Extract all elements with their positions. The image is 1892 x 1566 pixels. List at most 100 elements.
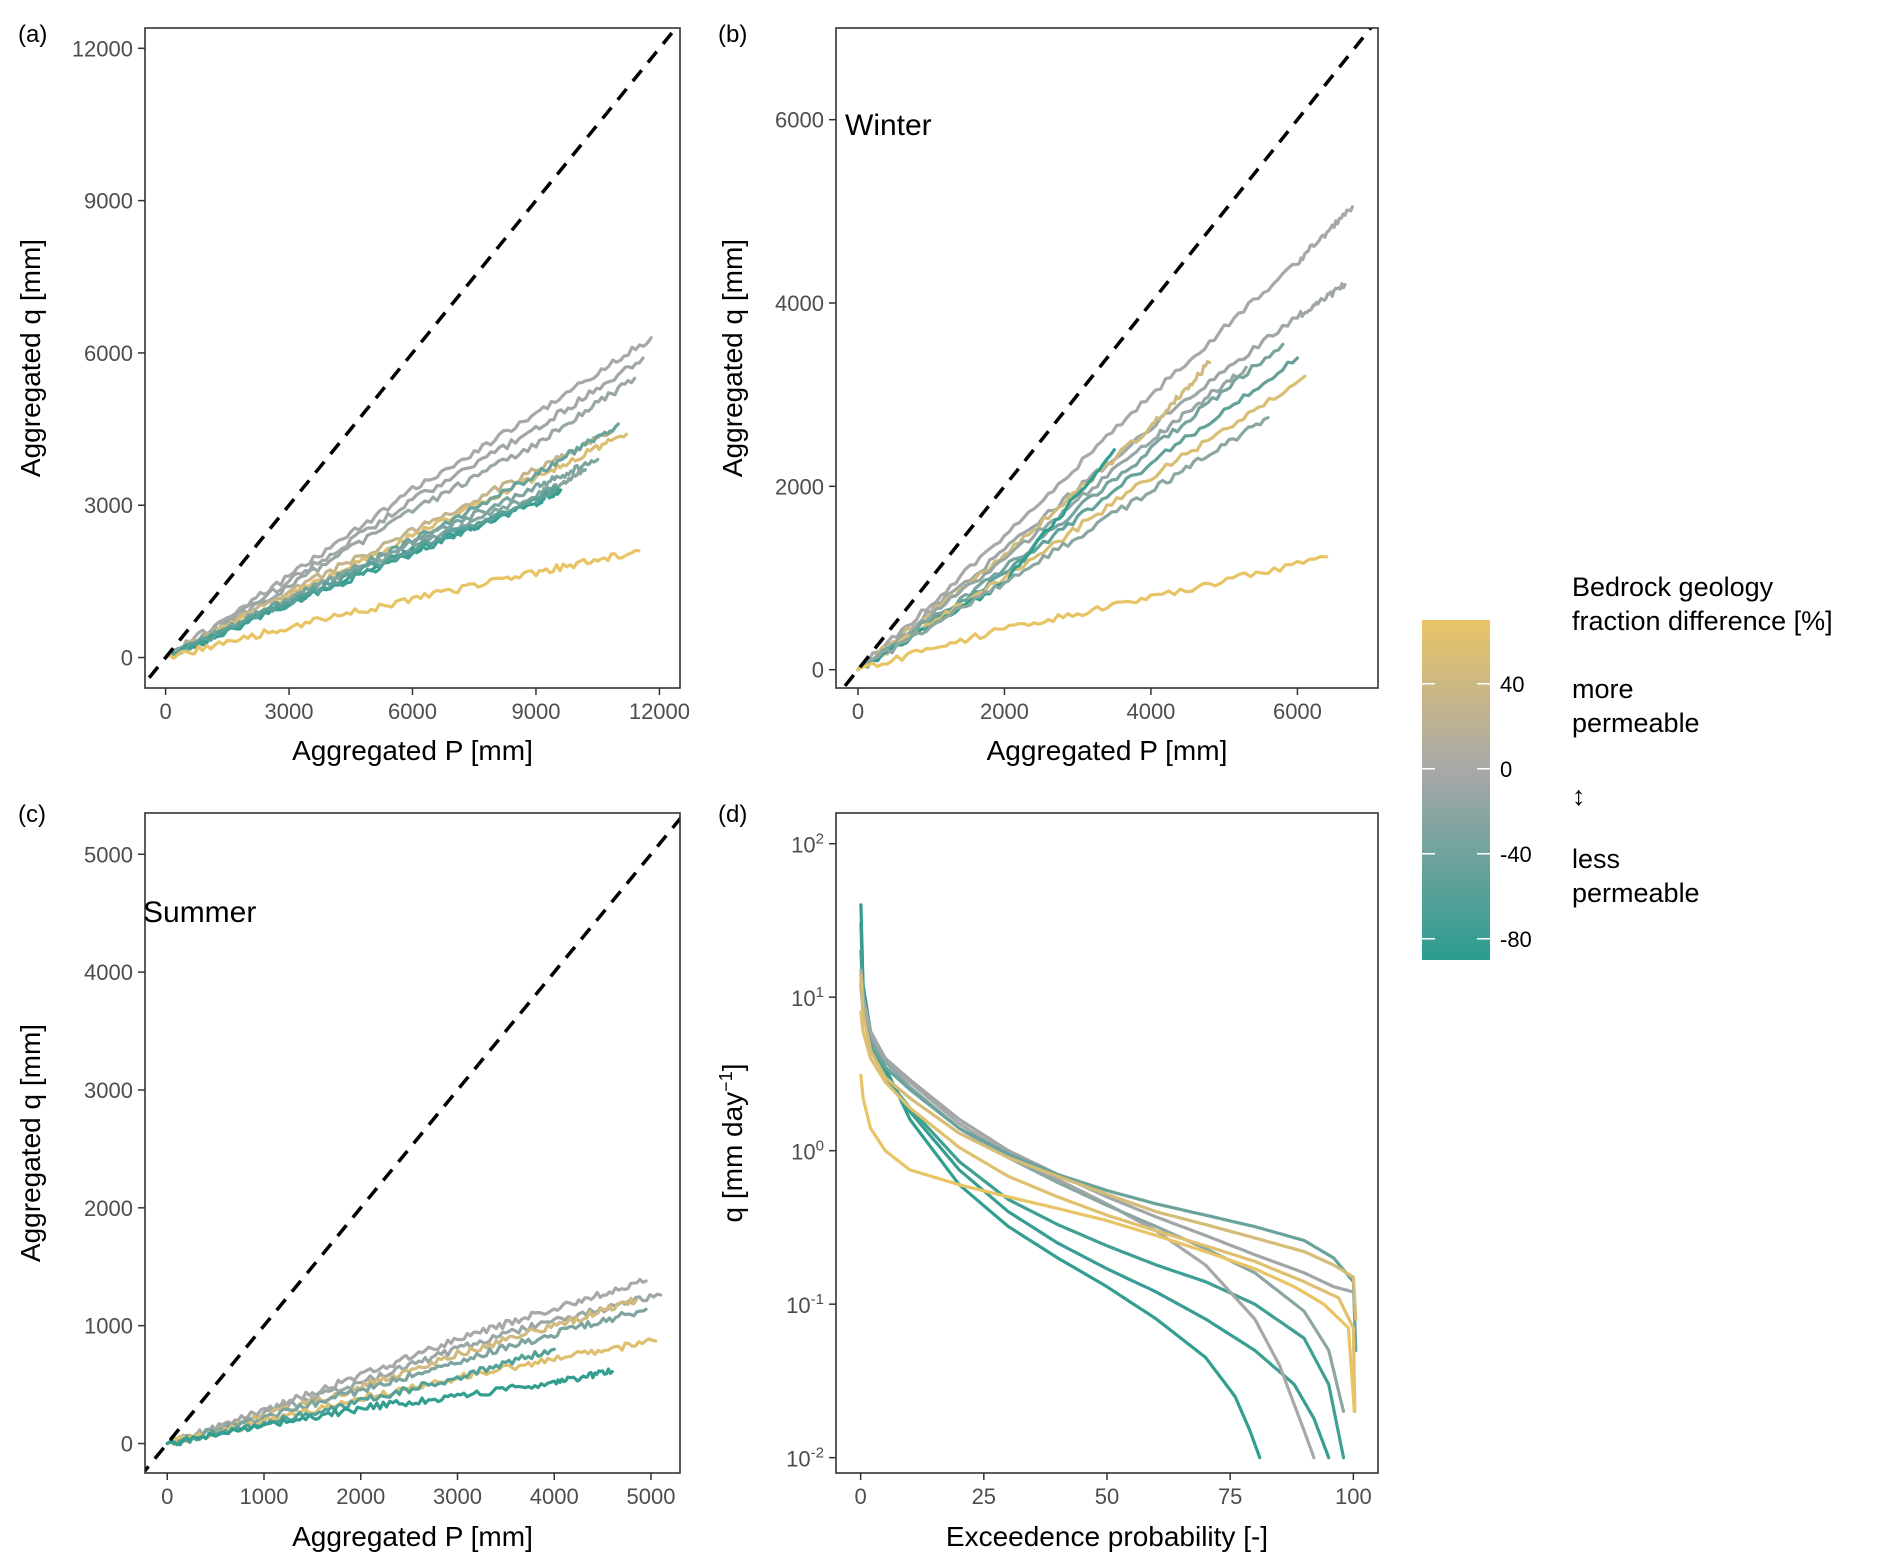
series-line: [164, 484, 559, 660]
legend-ticks: 40 0 -40 -80: [1422, 672, 1532, 952]
plot-frame: [144, 812, 681, 1474]
color-legend: Bedrock geology fraction difference [%] …: [1422, 572, 1833, 960]
x-tick-label: 3000: [265, 699, 314, 724]
x-tick-label: 3000: [433, 1484, 482, 1509]
x-tick-label: 75: [1218, 1484, 1242, 1509]
x-axis-title: Exceedence probability [-]: [946, 1521, 1268, 1552]
panel-c-plot: 0 1000 2000 3000 4000 5000 0 1000 2000 3000 4000 50…: [15, 812, 681, 1552]
series-group: [856, 205, 1355, 672]
y-tick-label: 0: [121, 646, 133, 671]
series-line: [164, 427, 616, 660]
series-line: [856, 374, 1307, 672]
legend-tick-label: 40: [1500, 672, 1524, 697]
legend-tick-label: -80: [1500, 927, 1532, 952]
x-tick-label: 2000: [336, 1484, 385, 1509]
y-tick-label: 100: [791, 1138, 824, 1165]
y-tick-label: 0: [812, 658, 824, 683]
season-label-summer: Summer: [143, 896, 256, 929]
x-tick-label: 1000: [240, 1484, 289, 1509]
legend-tick-label: 0: [1500, 757, 1512, 782]
legend-title-line2: fraction difference [%]: [1572, 606, 1833, 636]
series-line: [164, 548, 641, 660]
x-tick-label: 4000: [1126, 699, 1175, 724]
x-tick-label: 4000: [530, 1484, 579, 1509]
series-line: [859, 983, 1358, 1353]
y-tick-label: 10-2: [786, 1445, 824, 1472]
x-tick-label: 9000: [511, 699, 560, 724]
x-tick-label: 0: [161, 1484, 173, 1509]
panel-b-tag: (b): [718, 21, 747, 48]
legend-colorbar: [1422, 620, 1490, 960]
series-line: [165, 1347, 556, 1447]
series-line: [165, 1307, 648, 1446]
series-line: [859, 973, 1358, 1321]
series-line: [856, 554, 1329, 672]
panel-a-plot: 0 3000 6000 9000 12000 0 3000 6000 9000 12000 Aggr…: [15, 27, 690, 766]
x-tick-label: 50: [1095, 1484, 1119, 1509]
y-axis-title: Aggregated q [mm]: [717, 239, 748, 477]
x-tick-label: 100: [1335, 1484, 1372, 1509]
panel-d-tag: (d): [718, 801, 747, 828]
one-to-one-line: [145, 816, 680, 1473]
x-tick-label: 12000: [629, 699, 690, 724]
series-line: [165, 1337, 658, 1446]
series-line: [859, 973, 1346, 1414]
y-tick-label: 9000: [84, 189, 133, 214]
x-tick-label: 0: [852, 699, 864, 724]
x-tick-label: 5000: [626, 1484, 675, 1509]
x-tick-label: 25: [972, 1484, 996, 1509]
series-line: [856, 416, 1270, 672]
panel-d-plot: 0 25 50 75 100 10-2 10-1 100 101 102 Exceedence pr…: [716, 812, 1379, 1552]
y-tick-label: 10-1: [786, 1291, 824, 1318]
y-tick-label: 102: [791, 831, 824, 858]
one-to-one-line: [145, 28, 679, 686]
x-axis-title: Aggregated P [mm]: [292, 1521, 533, 1552]
x-tick-label: 0: [855, 1484, 867, 1509]
panel-b-plot: 0 2000 4000 6000 0 2000 4000 6000 Aggregated P […: [717, 27, 1379, 766]
y-tick-label: 3000: [84, 1078, 133, 1103]
series-line: [856, 282, 1347, 672]
series-line: [165, 1277, 648, 1446]
plot-frame: [835, 812, 1379, 1474]
series-line: [859, 1073, 1356, 1414]
panel-c-tag: (c): [18, 801, 46, 828]
y-axis-title: q [mm day−1]: [716, 1063, 748, 1222]
y-tick-label: 0: [121, 1432, 133, 1457]
series-group: [165, 1277, 663, 1447]
series-group: [859, 903, 1358, 1460]
series-line: [164, 457, 600, 660]
x-axis-title: Aggregated P [mm]: [292, 735, 533, 766]
y-tick-label: 3000: [84, 493, 133, 518]
y-axis-title: Aggregated q [mm]: [15, 1024, 46, 1262]
y-tick-label: 6000: [84, 341, 133, 366]
legend-less-line2: permeable: [1572, 878, 1700, 908]
x-tick-label: 6000: [1273, 699, 1322, 724]
y-tick-label: 4000: [84, 960, 133, 985]
one-to-one-line: [841, 28, 1373, 688]
y-tick-label: 6000: [775, 108, 824, 133]
y-tick-label: 101: [791, 984, 824, 1011]
legend-arrow-icon: ↕: [1572, 781, 1586, 811]
legend-less-line1: less: [1572, 844, 1620, 874]
series-line: [859, 968, 1316, 1460]
legend-tick-label: -40: [1500, 842, 1532, 867]
y-tick-label: 1000: [84, 1314, 133, 1339]
legend-title-line1: Bedrock geology: [1572, 572, 1774, 602]
x-tick-label: 2000: [980, 699, 1029, 724]
y-tick-label: 2000: [84, 1196, 133, 1221]
y-axis-title: Aggregated q [mm]: [15, 239, 46, 477]
series-group: [164, 336, 653, 660]
y-tick-label: 12000: [72, 36, 133, 61]
x-tick-label: 0: [159, 699, 171, 724]
y-tick-label: 2000: [775, 474, 824, 499]
x-axis-title: Aggregated P [mm]: [987, 735, 1228, 766]
season-label-winter: Winter: [845, 109, 932, 142]
plot-frame: [144, 27, 681, 689]
y-tick-label: 5000: [84, 842, 133, 867]
series-line: [859, 949, 1346, 1460]
legend-more-line1: more: [1572, 674, 1634, 704]
series-line: [856, 205, 1355, 672]
panel-a-tag: (a): [18, 21, 47, 48]
legend-more-line2: permeable: [1572, 708, 1700, 738]
